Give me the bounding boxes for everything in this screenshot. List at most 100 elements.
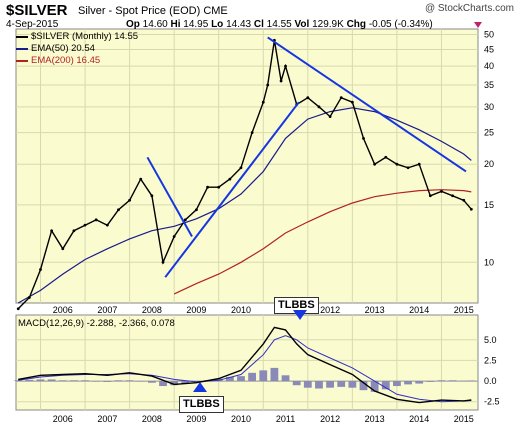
- macd-x-tick-label: 2011: [276, 414, 295, 424]
- macd-histogram-bar: [237, 376, 245, 382]
- macd-histogram-bar: [81, 380, 89, 382]
- macd-histogram-bar: [259, 370, 268, 382]
- macd-histogram-bar: [315, 381, 323, 389]
- macd-histogram-bar: [393, 381, 401, 387]
- price-point: [428, 194, 432, 198]
- price-point: [440, 190, 443, 193]
- volume-value: 129.9K: [312, 19, 344, 30]
- price-line: [17, 40, 472, 310]
- macd-legend: MACD(12,26,9) -2.288, -2.366, 0.078: [18, 318, 175, 329]
- legend-item-ema200: EMA(200) 16.45: [16, 55, 138, 67]
- main-x-tick-label: 2007: [97, 305, 117, 315]
- legend-price-label: $SILVER (Monthly) 14.55: [31, 31, 139, 42]
- price-point: [217, 185, 221, 189]
- trend-lines: [146, 36, 467, 278]
- macd-histogram-bar: [370, 381, 379, 392]
- macd-x-tick-label: 2006: [53, 414, 73, 424]
- macd-x-axis: 2006 2007 2008 2009 2010 2011 2012 2013 2014 2015: [53, 414, 474, 424]
- main-x-tick-label: 2010: [231, 305, 251, 315]
- price-point: [117, 208, 120, 212]
- main-y-tick-label: 50: [484, 30, 494, 40]
- price-point: [161, 260, 165, 264]
- price-point: [284, 64, 287, 68]
- volume-label: Vol: [294, 19, 310, 30]
- macd-x-tick-label: 2015: [454, 414, 474, 424]
- macd-histogram-bar: [36, 379, 45, 382]
- price-point: [406, 166, 410, 170]
- macd-histogram-bar: [281, 375, 290, 382]
- main-y-tick-label: 30: [484, 102, 494, 112]
- price-point: [39, 268, 42, 271]
- ema200-swatch-icon: [16, 60, 28, 62]
- trend-line-2: [164, 101, 300, 278]
- ema50-swatch-icon: [16, 48, 28, 50]
- price-point: [105, 223, 109, 227]
- macd-x-tick-label: 2012: [320, 414, 340, 424]
- price-point: [72, 229, 76, 233]
- low-label: Lo: [211, 19, 224, 30]
- trend-line-1: [146, 156, 193, 237]
- low-value: 14.43: [226, 19, 252, 30]
- macd-histogram-bar: [14, 380, 23, 382]
- price-point: [328, 115, 332, 118]
- arrow-up-icon: [193, 382, 207, 392]
- macd-histogram-bar: [448, 380, 457, 382]
- main-x-tick-label: 2009: [186, 305, 206, 315]
- ticker-symbol: $SILVER: [6, 2, 68, 19]
- macd-line: [18, 326, 472, 404]
- macd-histogram: [14, 367, 476, 392]
- macd-histogram-bar: [125, 380, 134, 382]
- price-point: [417, 162, 421, 166]
- macd-x-tick-label: 2008: [142, 414, 162, 424]
- macd-histogram-bar: [348, 381, 357, 388]
- macd-histogram-bar: [147, 381, 156, 383]
- macd-x-tick-label: 2010: [231, 414, 251, 424]
- macd-grid: [16, 315, 478, 410]
- main-series: [16, 38, 473, 311]
- price-point: [128, 198, 132, 202]
- macd-y-tick-label: -2.5: [484, 397, 500, 407]
- price-point: [362, 137, 365, 140]
- price-point: [395, 162, 399, 166]
- trend-line-3: [267, 36, 467, 173]
- main-x-tick-label: 2012: [320, 305, 340, 315]
- macd-x-tick-label: 2009: [186, 414, 206, 424]
- macd-histogram-bar: [181, 381, 190, 384]
- macd-histogram-bar: [70, 380, 78, 382]
- price-point: [279, 79, 283, 83]
- price-point: [206, 185, 209, 189]
- price-point: [139, 177, 143, 181]
- macd-histogram-bar: [326, 381, 334, 388]
- change-label: Chg: [346, 19, 367, 30]
- instrument-description: Silver - Spot Price (EOD) CME: [78, 5, 228, 17]
- price-point: [239, 166, 243, 170]
- macd-histogram-bar: [292, 381, 301, 386]
- price-point: [339, 96, 343, 100]
- open-label: Op: [126, 19, 140, 30]
- main-y-tick-label: 35: [484, 80, 494, 90]
- macd-y-tick-label: 5.0: [484, 335, 497, 345]
- price-point: [469, 207, 473, 211]
- tlbbs-callout-bottom: TLBBS: [179, 396, 224, 413]
- copyright: @ StockCharts.com: [424, 3, 514, 14]
- macd-y-axis: 5.0 2.5 0.0 -2.5: [484, 335, 500, 407]
- main-grid: [16, 29, 478, 303]
- main-y-tick-label: 20: [484, 159, 494, 169]
- price-point: [266, 83, 270, 87]
- price-point: [250, 131, 254, 135]
- price-point: [150, 194, 154, 198]
- price-point: [451, 194, 455, 198]
- price-point: [16, 307, 20, 311]
- ema50-line: [17, 107, 472, 304]
- macd-y-tick-label: 2.5: [484, 355, 497, 365]
- quote-date: 4-Sep-2015: [6, 19, 59, 30]
- main-x-tick-label: 2013: [365, 305, 385, 315]
- price-point: [183, 218, 187, 222]
- macd-histogram-bar: [404, 381, 412, 385]
- macd-histogram-bar: [437, 380, 446, 382]
- main-y-tick-label: 40: [484, 61, 494, 71]
- macd-x-tick-label: 2013: [365, 414, 385, 424]
- exchange-label: CME: [203, 5, 228, 17]
